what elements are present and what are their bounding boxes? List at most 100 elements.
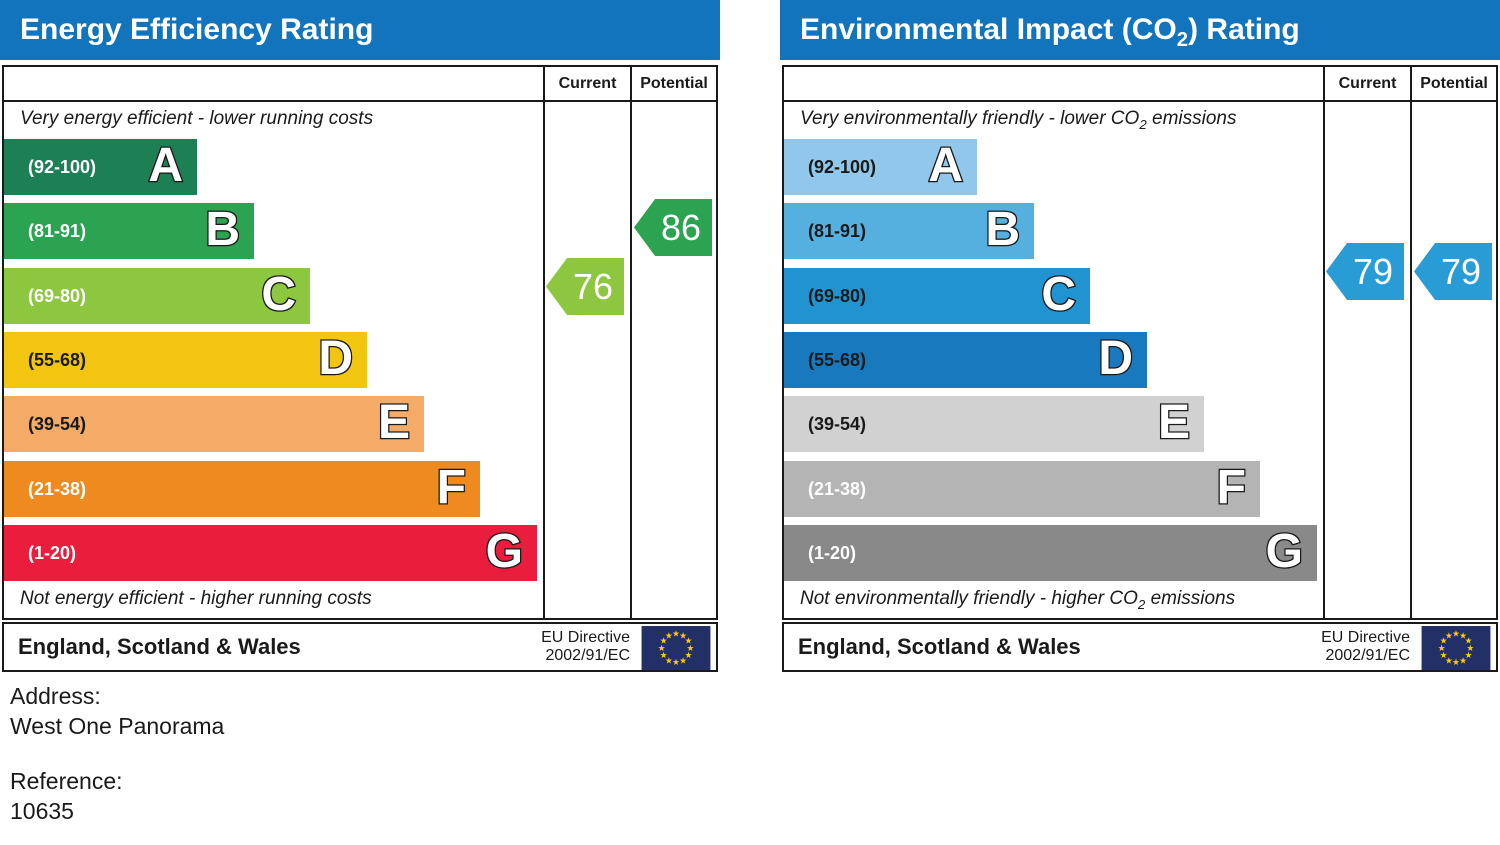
band-range-label: (69-80) [808,286,867,306]
band-range-label: (21-38) [808,479,867,499]
band-letter: E [1157,395,1192,451]
band-range-label: (81-91) [28,221,87,241]
band-range-label: (39-54) [808,414,867,434]
svg-text:★: ★ [660,651,668,661]
bottom-caption: Not energy efficient - higher running co… [20,588,372,612]
band-row-e: (39-54) E [784,395,1204,452]
svg-text:★: ★ [685,651,693,661]
svg-text:★: ★ [1445,656,1453,666]
bottom-caption-text: Not environmentally friendly - higher CO [800,588,1138,609]
energy-efficiency-panel: Energy Efficiency Rating Current Potenti… [0,0,720,680]
svg-text:★: ★ [665,656,673,666]
band-row-c: (69-80) C [4,267,310,324]
band-row-f: (21-38) F [4,460,480,517]
panel-title: Energy Efficiency Rating [0,0,720,60]
svg-text:★: ★ [1452,630,1460,640]
svg-text:★: ★ [1445,631,1453,641]
band-range-label: (81-91) [808,221,867,241]
svg-text:★: ★ [1466,644,1474,654]
panel-title-sub: 2 [1176,29,1189,51]
top-caption-text: Very energy efficient - lower running co… [20,108,374,129]
band-letter: D [1097,331,1134,387]
band-range-label: (55-68) [808,350,867,370]
reference-value: 10635 [10,798,74,824]
svg-text:★: ★ [1465,637,1473,647]
region-label: England, Scotland & Wales [18,634,301,659]
band-range-label: (1-20) [28,543,77,563]
band-letter: B [204,202,241,258]
band-letter: D [317,331,354,387]
svg-text:★: ★ [1465,651,1473,661]
band-letter: F [1215,460,1247,515]
top-caption-sub: 2 [1139,116,1147,132]
eu-flag-icon: ★ ★★ ★★★ ★★★ ★★★ [641,626,711,670]
band-letter: G [484,524,524,580]
potential-column-header: Potential [1420,75,1488,92]
bottom-caption: Not environmentally friendly - higher CO… [800,588,1235,612]
column-divider [630,65,632,620]
svg-text:★: ★ [1440,637,1448,647]
current-column-header: Current [1338,75,1397,92]
svg-text:★: ★ [686,644,694,654]
svg-text:★: ★ [1459,631,1467,641]
svg-text:★: ★ [1452,658,1460,668]
svg-text:★: ★ [658,644,666,654]
potential-rating-value: 86 [660,206,702,248]
svg-text:★: ★ [685,637,693,647]
band-letter: E [377,395,412,451]
band-letter: C [1040,267,1077,323]
potential-rating-value: 79 [1440,250,1482,292]
environmental-impact-panel: Environmental Impact (CO2) Rating Curren… [780,0,1500,680]
region-label: England, Scotland & Wales [798,634,1081,659]
svg-text:★: ★ [679,656,687,666]
panel-title-suffix: ) Rating [1188,13,1300,46]
svg-text:★: ★ [665,631,673,641]
address-value: West One Panorama [10,713,225,739]
band-range-label: (69-80) [28,286,87,306]
svg-text:★: ★ [1459,656,1467,666]
eu-flag-icon: ★ ★★ ★★★ ★★★ ★★★ [1421,626,1491,670]
column-divider [1410,65,1412,620]
eu-directive-line2: 2002/91/EC [1325,647,1410,664]
svg-text:★: ★ [1440,651,1448,661]
bottom-caption-suffix: emissions [1145,588,1236,609]
band-letter: G [1264,524,1304,580]
band-range-label: (55-68) [28,350,87,370]
potential-rating-arrow: 86 [634,199,712,256]
top-caption: Very environmentally friendly - lower CO… [800,108,1236,132]
band-range-label: (92-100) [28,157,97,177]
header-row-divider [782,100,1498,102]
bottom-caption-text: Not energy efficient - higher running co… [20,588,372,609]
eu-directive-label: EU Directive 2002/91/EC [1321,629,1410,665]
current-rating-value: 79 [1352,250,1394,292]
band-range-label: (92-100) [808,157,877,177]
band-letter: C [260,267,297,323]
band-range-label: (39-54) [28,414,87,434]
svg-text:★: ★ [1438,644,1446,654]
panel-title-text: Energy Efficiency Rating [20,13,374,46]
band-row-b: (81-91) B [784,202,1034,259]
band-row-b: (81-91) B [4,202,254,259]
band-letter: A [147,138,184,194]
band-letter: B [984,202,1021,258]
top-caption: Very energy efficient - lower running co… [20,108,373,132]
top-caption-text: Very environmentally friendly - lower CO [800,108,1140,129]
band-row-a: (92-100) A [784,138,977,195]
header-row-divider [2,100,718,102]
eu-directive-line1: EU Directive [1321,629,1410,646]
footer-bar: England, Scotland & Wales EU Directive 20… [782,622,1498,672]
band-range-label: (1-20) [808,543,857,563]
band-row-a: (92-100) A [4,138,197,195]
column-divider [543,65,545,620]
reference-block: Reference: 10635 [10,766,123,826]
panel-title-text: Environmental Impact (CO [800,13,1177,46]
band-letter: A [927,138,964,194]
eu-directive-line2: 2002/91/EC [545,647,630,664]
footer-bar: England, Scotland & Wales EU Directive 20… [2,622,718,672]
band-row-d: (55-68) D [784,331,1147,388]
band-letter: F [435,460,467,515]
potential-column-header: Potential [640,75,708,92]
svg-text:★: ★ [672,658,680,668]
eu-directive-label: EU Directive 2002/91/EC [541,629,630,665]
band-row-d: (55-68) D [4,331,367,388]
